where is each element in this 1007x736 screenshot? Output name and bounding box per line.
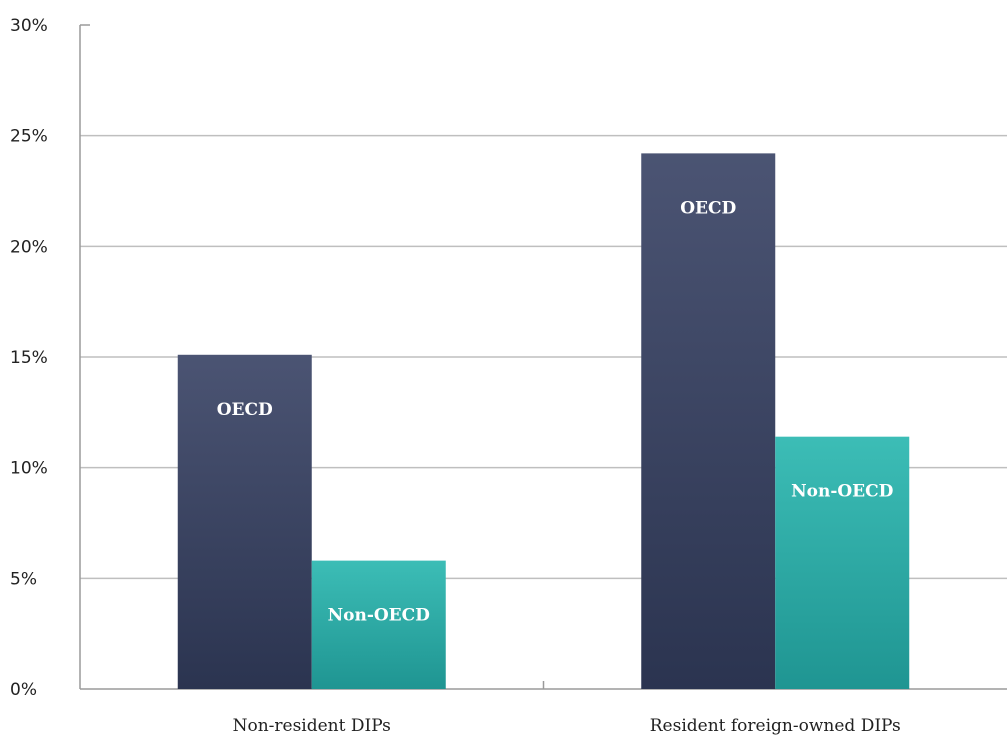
bars: [177, 153, 910, 689]
y-tick-labels: 0% 5% 10% 15% 20% 25% 30%: [10, 16, 48, 700]
bar-oecd: [641, 153, 776, 689]
bar-non-oecd: [311, 560, 446, 689]
y-tick-label: 15%: [10, 348, 48, 368]
x-category-label: Non-resident DIPs: [233, 716, 391, 736]
bar-series-label: Non-OECD: [328, 606, 431, 626]
bar-series-label: OECD: [680, 198, 736, 218]
y-tick-label: 0%: [10, 680, 37, 700]
category-labels: Non-resident DIPs Resident foreign-owned …: [233, 716, 901, 736]
bar-labels: OECD Non-OECD OECD Non-OECD: [217, 198, 894, 625]
y-tick-label: 10%: [10, 459, 48, 479]
y-tick-label: 25%: [10, 127, 48, 147]
bar-non-oecd: [775, 436, 910, 689]
y-tick-label: 5%: [10, 569, 37, 589]
bar-series-label: Non-OECD: [791, 482, 894, 502]
bar-series-label: OECD: [217, 400, 273, 420]
x-category-label: Resident foreign-owned DIPs: [650, 716, 901, 736]
bar-oecd: [177, 354, 312, 689]
y-tick-label: 20%: [10, 237, 48, 257]
y-tick-label: 30%: [10, 16, 48, 36]
